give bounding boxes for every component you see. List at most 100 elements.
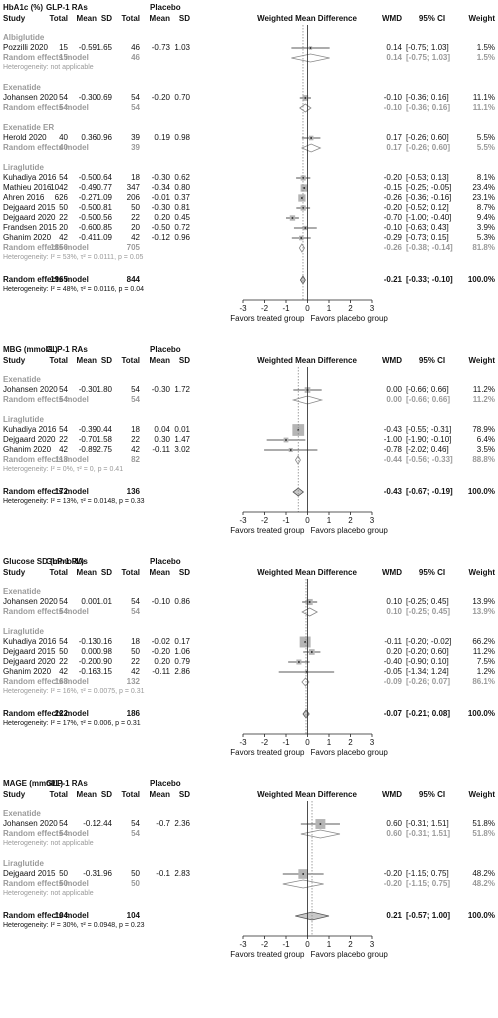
cell-p-mean: 0.19 <box>154 133 170 142</box>
weight-header: Weight <box>468 356 495 365</box>
cell-p-total: 50 <box>131 879 140 888</box>
weight-value: 66.2% <box>472 637 495 646</box>
study-point <box>304 227 307 229</box>
cell-t-mean: -0.30 <box>79 385 98 394</box>
cell-p-sd: 1.72 <box>174 385 190 394</box>
cell-t-total: 40 <box>59 133 68 142</box>
weight-value: 48.2% <box>472 869 495 878</box>
cell-t-sd: 1.09 <box>96 193 112 202</box>
ci-value: [-1.15; 0.75] <box>406 879 450 888</box>
study-name: Dejgaard 2015 <box>3 647 56 656</box>
wmd-value: 0.17 <box>386 133 402 142</box>
x-tick-label: -2 <box>261 304 269 313</box>
wmd-value: 0.00 <box>386 395 402 404</box>
weight-value: 5.5% <box>477 133 495 142</box>
cell-p-mean: -0.7 <box>156 819 170 828</box>
weight-value: 5.3% <box>477 233 495 242</box>
cell-t-total: 22 <box>59 213 68 222</box>
ci-value: [-0.20; -0.02] <box>406 637 451 646</box>
ci-value: [-1.15; 0.75] <box>406 869 449 878</box>
cell-t-sd: 0.81 <box>96 203 112 212</box>
cell-t-sd: 1.09 <box>96 233 112 242</box>
cell-p-mean: 0.20 <box>154 657 170 666</box>
group-name: Exenatide ER <box>3 123 54 132</box>
ci-value: [-0.26; 0.60] <box>406 133 449 142</box>
cell-p-sd: 0.72 <box>174 223 190 232</box>
cell-t-total: 54 <box>59 103 68 112</box>
cell-t-sd: 0.98 <box>96 647 112 656</box>
ci-value: [-0.66; 0.66] <box>406 385 449 394</box>
cell-t-total: 168 <box>55 677 69 686</box>
subgroup-diamond <box>299 103 312 113</box>
weight-value: 3.9% <box>477 223 495 232</box>
cell-p-total: 42 <box>131 233 140 242</box>
cell-p-mean: -0.12 <box>152 233 171 242</box>
heterogeneity: Heterogeneity: I² = 30%, τ² = 0.0948, p … <box>3 922 145 929</box>
weight-value: 1.5% <box>477 53 495 62</box>
cell-t-sd: 2.44 <box>96 819 112 828</box>
wmd-header: WMD <box>382 568 402 577</box>
column-header: Total <box>121 356 140 365</box>
cell-t-mean: -0.41 <box>79 233 98 242</box>
cell-p-total: 39 <box>131 133 140 142</box>
ci-value: [-0.25; 0.45] <box>406 607 450 616</box>
cell-t-total: 118 <box>55 455 68 464</box>
plot-header: Weighted Mean Difference <box>257 14 357 23</box>
model-label: Random effects model <box>3 395 89 404</box>
study-point <box>311 651 313 653</box>
cell-t-sd: 0.44 <box>96 425 112 434</box>
cell-p-total: 54 <box>131 395 140 404</box>
cell-t-total: 42 <box>59 445 68 454</box>
wmd-value: 0.21 <box>386 911 402 920</box>
study-header: Study <box>3 14 26 23</box>
heterogeneity: Heterogeneity: not applicable <box>3 890 94 897</box>
x-tick-label: 0 <box>305 738 310 747</box>
ci-value: [-2.02; 0.46] <box>406 445 449 454</box>
cell-t-total: 50 <box>59 879 68 888</box>
group-name: Exenatide <box>3 83 41 92</box>
cell-t-total: 22 <box>59 657 68 666</box>
wmd-value: 0.60 <box>386 829 402 838</box>
study-point <box>308 601 311 603</box>
wmd-header: WMD <box>382 14 402 23</box>
cell-p-total: 186 <box>127 709 141 718</box>
column-header: SD <box>179 790 190 799</box>
weight-value: 11.1% <box>473 93 495 102</box>
placebo-header: Placebo <box>150 779 181 788</box>
ci-header: 95% CI <box>419 568 445 577</box>
cell-t-sd: 0.64 <box>96 173 112 182</box>
cell-p-total: 82 <box>131 455 140 464</box>
x-tick-label: 0 <box>305 304 310 313</box>
subgroup-diamond <box>301 607 319 617</box>
cell-t-total: 1042 <box>50 183 68 192</box>
model-label: Random effects model <box>3 879 89 888</box>
cell-p-sd: 0.45 <box>174 213 190 222</box>
wmd-header: WMD <box>382 790 402 799</box>
study-name: Ghanim 2020 <box>3 667 52 676</box>
cell-p-total: 54 <box>131 103 140 112</box>
x-tick-label: 3 <box>370 940 375 949</box>
x-tick-label: -1 <box>282 516 290 525</box>
x-tick-label: 1 <box>327 940 332 949</box>
cell-t-sd: 0.77 <box>96 183 112 192</box>
study-point <box>304 641 306 643</box>
wmd-value: -0.43 <box>384 425 403 434</box>
cell-p-total: 104 <box>127 911 141 920</box>
wmd-value: -0.40 <box>384 657 403 666</box>
cell-t-mean: -0.1 <box>83 819 97 828</box>
cell-p-total: 46 <box>131 43 140 52</box>
study-name: Dejgaard 2020 <box>3 213 56 222</box>
cell-p-total: 22 <box>131 657 140 666</box>
cell-t-mean: -0.50 <box>79 203 98 212</box>
cell-p-sd: 2.36 <box>174 819 190 828</box>
weight-value: 8.7% <box>477 203 495 212</box>
wmd-value: -0.70 <box>384 213 403 222</box>
cell-p-total: 347 <box>127 183 141 192</box>
cell-p-sd: 2.83 <box>174 869 190 878</box>
x-tick-label: -1 <box>282 304 290 313</box>
cell-p-mean: -0.30 <box>152 173 171 182</box>
cell-t-sd: 1.96 <box>96 869 112 878</box>
weight-value: 11.1% <box>473 103 495 112</box>
wmd-value: -0.15 <box>384 183 403 192</box>
weight-value: 5.5% <box>477 143 495 152</box>
